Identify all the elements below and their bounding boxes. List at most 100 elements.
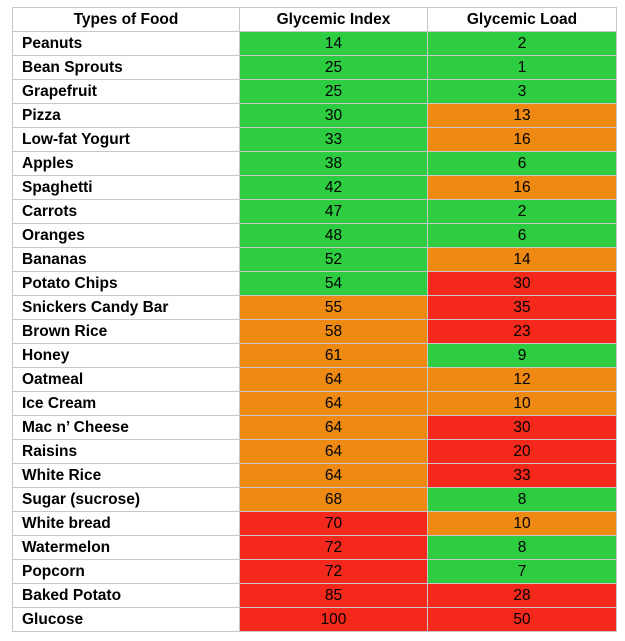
- table-row: Bean Sprouts 25 1: [12, 55, 617, 80]
- glycemic-index-cell: 64: [239, 463, 428, 488]
- food-name-cell: Pizza: [12, 103, 240, 128]
- glycemic-load-cell: 2: [427, 31, 617, 56]
- glycemic-load-cell: 13: [427, 103, 617, 128]
- header-food: Types of Food: [12, 7, 240, 32]
- food-name-cell: Potato Chips: [12, 271, 240, 296]
- header-glycemic-index: Glycemic Index: [239, 7, 428, 32]
- glycemic-index-cell: 54: [239, 271, 428, 296]
- glycemic-load-cell: 20: [427, 439, 617, 464]
- glycemic-table: Types of Food Glycemic Index Glycemic Lo…: [12, 7, 617, 632]
- glycemic-index-cell: 64: [239, 391, 428, 416]
- food-name-cell: Watermelon: [12, 535, 240, 560]
- table-row: Watermelon 72 8: [12, 535, 617, 560]
- glycemic-index-cell: 55: [239, 295, 428, 320]
- food-name-cell: Apples: [12, 151, 240, 176]
- glycemic-load-cell: 16: [427, 175, 617, 200]
- glycemic-load-cell: 6: [427, 223, 617, 248]
- glycemic-load-cell: 12: [427, 367, 617, 392]
- glycemic-index-cell: 61: [239, 343, 428, 368]
- glycemic-index-cell: 100: [239, 607, 428, 632]
- table-row: Oranges 48 6: [12, 223, 617, 248]
- table-body: Peanuts 14 2 Bean Sprouts 25 1 Grapefruit 25 3 Pi…: [12, 31, 617, 632]
- food-name-cell: Spaghetti: [12, 175, 240, 200]
- food-name-cell: Popcorn: [12, 559, 240, 584]
- glycemic-load-cell: 16: [427, 127, 617, 152]
- table-row: Popcorn 72 7: [12, 559, 617, 584]
- food-name-cell: Carrots: [12, 199, 240, 224]
- food-name-cell: Glucose: [12, 607, 240, 632]
- glycemic-load-cell: 2: [427, 199, 617, 224]
- glycemic-load-cell: 10: [427, 391, 617, 416]
- food-name-cell: White bread: [12, 511, 240, 536]
- table-row: Snickers Candy Bar 55 35: [12, 295, 617, 320]
- glycemic-index-cell: 14: [239, 31, 428, 56]
- glycemic-index-cell: 64: [239, 439, 428, 464]
- glycemic-load-cell: 30: [427, 415, 617, 440]
- table-row: Spaghetti 42 16: [12, 175, 617, 200]
- header-glycemic-load: Glycemic Load: [427, 7, 617, 32]
- table-row: Low-fat Yogurt 33 16: [12, 127, 617, 152]
- glycemic-load-cell: 6: [427, 151, 617, 176]
- glycemic-load-cell: 8: [427, 535, 617, 560]
- glycemic-index-cell: 85: [239, 583, 428, 608]
- table-row: Glucose 100 50: [12, 607, 617, 632]
- table-row: White bread 70 10: [12, 511, 617, 536]
- food-name-cell: Ice Cream: [12, 391, 240, 416]
- glycemic-index-cell: 33: [239, 127, 428, 152]
- table-row: Sugar (sucrose) 68 8: [12, 487, 617, 512]
- table-row: Grapefruit 25 3: [12, 79, 617, 104]
- food-name-cell: Grapefruit: [12, 79, 240, 104]
- header-row: Types of Food Glycemic Index Glycemic Lo…: [12, 7, 617, 32]
- glycemic-load-cell: 9: [427, 343, 617, 368]
- food-name-cell: Oranges: [12, 223, 240, 248]
- glycemic-load-cell: 7: [427, 559, 617, 584]
- glycemic-load-cell: 23: [427, 319, 617, 344]
- food-name-cell: Sugar (sucrose): [12, 487, 240, 512]
- glycemic-index-cell: 64: [239, 367, 428, 392]
- table-row: Peanuts 14 2: [12, 31, 617, 56]
- glycemic-load-cell: 35: [427, 295, 617, 320]
- table-row: Bananas 52 14: [12, 247, 617, 272]
- glycemic-index-cell: 47: [239, 199, 428, 224]
- glycemic-index-cell: 64: [239, 415, 428, 440]
- glycemic-index-cell: 48: [239, 223, 428, 248]
- glycemic-load-cell: 30: [427, 271, 617, 296]
- table-row: Honey 61 9: [12, 343, 617, 368]
- glycemic-index-cell: 68: [239, 487, 428, 512]
- food-name-cell: Brown Rice: [12, 319, 240, 344]
- glycemic-load-cell: 8: [427, 487, 617, 512]
- table-row: Carrots 47 2: [12, 199, 617, 224]
- glycemic-load-cell: 3: [427, 79, 617, 104]
- glycemic-load-cell: 28: [427, 583, 617, 608]
- glycemic-load-cell: 10: [427, 511, 617, 536]
- glycemic-index-cell: 25: [239, 55, 428, 80]
- table-row: Mac n’ Cheese 64 30: [12, 415, 617, 440]
- food-name-cell: Low-fat Yogurt: [12, 127, 240, 152]
- table-row: Baked Potato 85 28: [12, 583, 617, 608]
- glycemic-index-cell: 72: [239, 559, 428, 584]
- glycemic-index-cell: 38: [239, 151, 428, 176]
- glycemic-load-cell: 50: [427, 607, 617, 632]
- table-row: Apples 38 6: [12, 151, 617, 176]
- table-row: Raisins 64 20: [12, 439, 617, 464]
- food-name-cell: Oatmeal: [12, 367, 240, 392]
- table-row: Oatmeal 64 12: [12, 367, 617, 392]
- glycemic-load-cell: 33: [427, 463, 617, 488]
- table-row: Pizza 30 13: [12, 103, 617, 128]
- table-row: Potato Chips 54 30: [12, 271, 617, 296]
- table-row: Ice Cream 64 10: [12, 391, 617, 416]
- glycemic-index-cell: 70: [239, 511, 428, 536]
- glycemic-index-cell: 42: [239, 175, 428, 200]
- glycemic-load-cell: 1: [427, 55, 617, 80]
- food-name-cell: Snickers Candy Bar: [12, 295, 240, 320]
- glycemic-index-cell: 72: [239, 535, 428, 560]
- glycemic-index-cell: 58: [239, 319, 428, 344]
- food-name-cell: Peanuts: [12, 31, 240, 56]
- table-row: White Rice 64 33: [12, 463, 617, 488]
- food-name-cell: Raisins: [12, 439, 240, 464]
- glycemic-index-cell: 25: [239, 79, 428, 104]
- glycemic-index-cell: 30: [239, 103, 428, 128]
- table-row: Brown Rice 58 23: [12, 319, 617, 344]
- glycemic-index-cell: 52: [239, 247, 428, 272]
- food-name-cell: White Rice: [12, 463, 240, 488]
